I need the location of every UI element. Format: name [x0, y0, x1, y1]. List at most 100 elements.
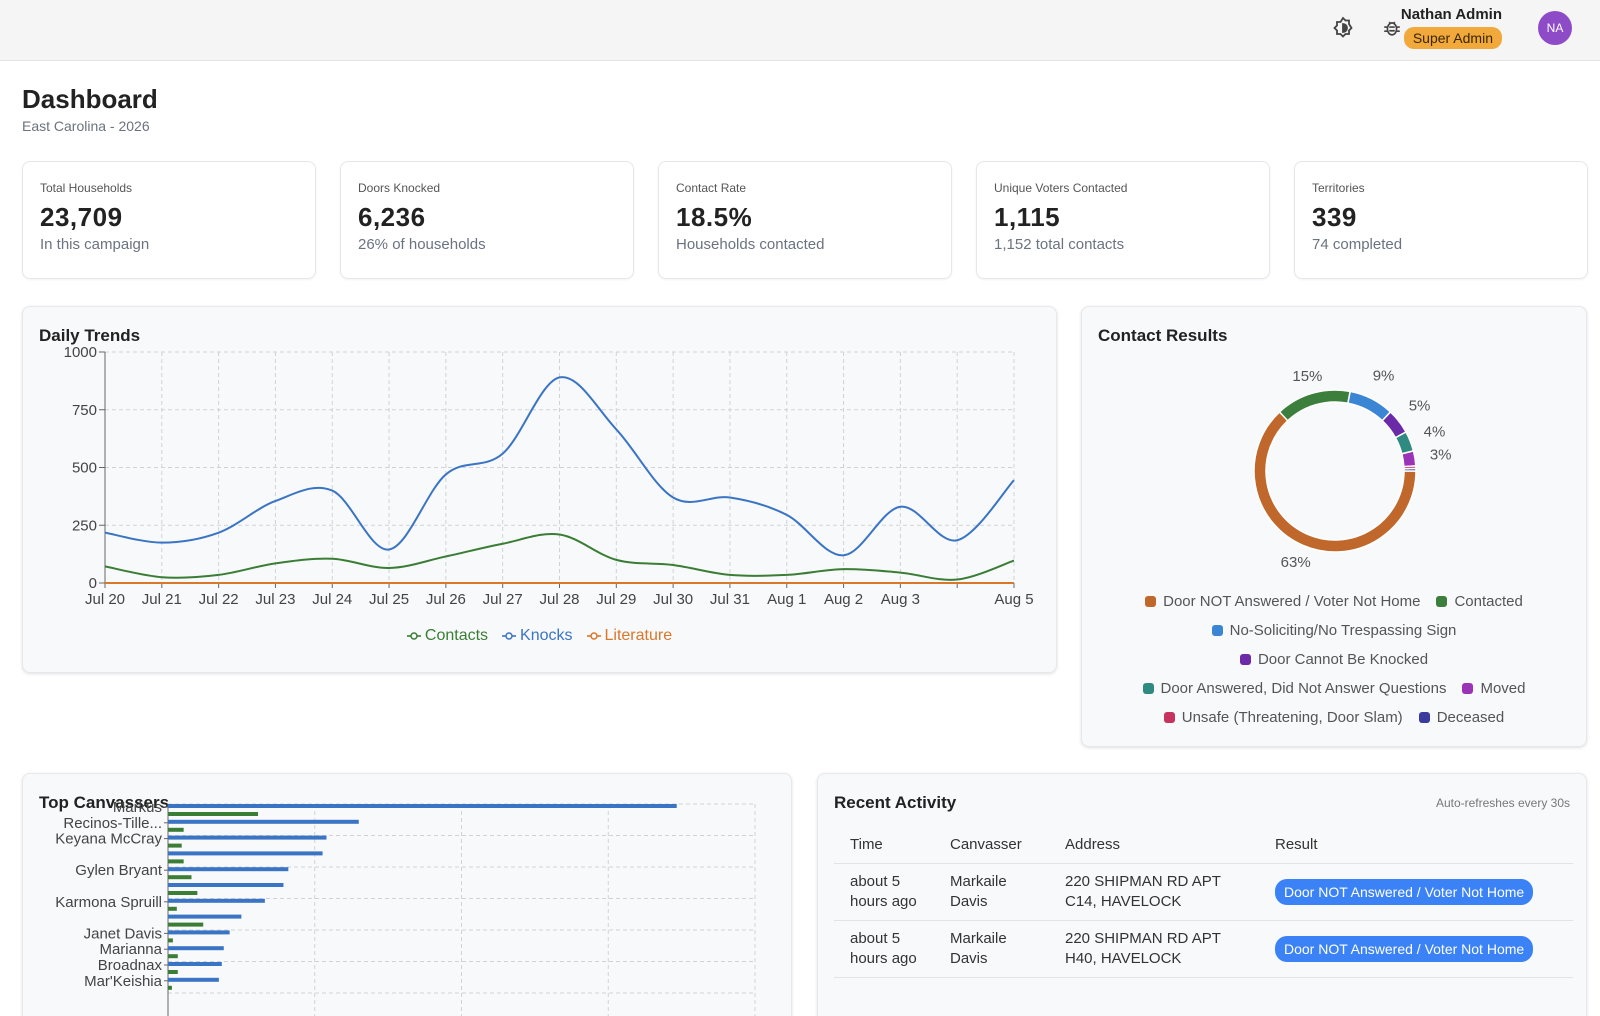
canv-category-label: Gylen Bryant: [75, 862, 163, 879]
cell-time: about 5 hours ago: [834, 920, 934, 978]
canv-bar-knocks: [168, 835, 327, 840]
trend-x-tick-label: Jul 31: [710, 591, 750, 608]
canv-bar-knocks: [168, 804, 677, 808]
legend-item-contacts[interactable]: Contacts: [406, 627, 488, 645]
donut-legend-item[interactable]: No-Soliciting/No Trespassing Sign: [1211, 622, 1456, 639]
trend-y-tick-label: 250: [72, 517, 97, 534]
column-header-canvasser[interactable]: Canvasser: [934, 828, 1049, 864]
contact-results-title: Contact Results: [1098, 326, 1228, 345]
result-badge: Door NOT Answered / Voter Not Home: [1275, 879, 1534, 905]
legend-label: Deceased: [1436, 709, 1505, 726]
donut-legend-item[interactable]: Deceased: [1418, 709, 1505, 726]
trend-x-tick-label: Jul 27: [483, 591, 523, 608]
trend-x-tick-label: Aug 1: [767, 591, 806, 608]
trend-x-tick-label: Jul 23: [255, 591, 295, 608]
user-name: Nathan Admin: [1400, 6, 1502, 23]
bug-icon[interactable]: [1378, 14, 1406, 42]
trend-x-tick-label: Aug 2: [824, 591, 863, 608]
donut-legend-row: Door Answered, Did Not Answer Questions M…: [1082, 680, 1586, 697]
cell-canvasser: Markaile Davis: [934, 920, 1049, 978]
column-header-address[interactable]: Address: [1049, 828, 1259, 864]
avatar[interactable]: NA: [1538, 11, 1572, 45]
stat-label: Unique Voters Contacted: [994, 181, 1128, 195]
donut-legend-item[interactable]: Contacted: [1436, 593, 1523, 610]
trend-x-tick-label: Aug 3: [881, 591, 920, 608]
legend-swatch: [1239, 654, 1251, 665]
legend-label: Unsafe (Threatening, Door Slam): [1181, 709, 1403, 726]
trend-y-tick-label: 750: [72, 402, 97, 419]
legend-swatch: [1145, 596, 1157, 607]
stat-sub: In this campaign: [40, 236, 150, 253]
donut-legend-item[interactable]: Door NOT Answered / Voter Not Home: [1145, 593, 1420, 610]
trend-x-tick-label: Jul 26: [426, 591, 466, 608]
trend-line-contacts: [104, 532, 1015, 581]
donut-slice-label: 15%: [1292, 368, 1322, 385]
canv-bar-knocks: [168, 851, 323, 856]
trend-x-tick-label: Jul 28: [539, 591, 579, 608]
canv-bar-knocks: [168, 930, 230, 935]
table-row[interactable]: about 5 hours ago Markaile Davis 220 SHI…: [834, 920, 1573, 978]
donut-legend-item[interactable]: Moved: [1462, 680, 1526, 697]
daily-trends-panel: Daily Trends 0 250 500 750 1000 Jul 20 Jul 21 J…: [22, 306, 1057, 673]
legend-label: Moved: [1480, 680, 1526, 697]
legend-swatch: [1211, 625, 1223, 636]
canv-bar-knocks: [168, 977, 219, 982]
canv-bar-knocks: [168, 883, 284, 887]
cell-result: Door NOT Answered / Voter Not Home: [1259, 920, 1573, 978]
trend-x-tick-label: Jul 20: [85, 591, 125, 608]
legend-label: Door NOT Answered / Voter Not Home: [1163, 593, 1421, 610]
donut-legend-row: Unsafe (Threatening, Door Slam) Deceased: [1082, 709, 1586, 726]
stat-label: Territories: [1312, 181, 1365, 195]
legend-line-icon: [586, 632, 601, 640]
stat-value: 1,115: [994, 202, 1061, 232]
theme-toggle-icon[interactable]: [1329, 14, 1357, 42]
canv-bar-contacts: [168, 843, 182, 848]
legend-item-literature[interactable]: Literature: [586, 627, 673, 645]
cell-address: 220 SHIPMAN RD APT H40, HAVELOCK: [1049, 920, 1259, 978]
stat-card-contact-rate: Contact Rate 18.5% Households contacted: [658, 161, 952, 279]
cell-time: about 5 hours ago: [834, 863, 934, 921]
donut-legend-item[interactable]: Unsafe (Threatening, Door Slam): [1163, 709, 1403, 726]
legend-swatch: [1163, 712, 1175, 723]
trend-y-tick-label: 0: [89, 575, 97, 592]
table-header-row: Time Canvasser Address Result: [834, 828, 1573, 864]
trend-x-tick-label: Jul 22: [199, 591, 239, 608]
stat-card-total-households: Total Households 23,709 In this campaign: [22, 161, 316, 279]
trend-x-tick-label: Jul 29: [596, 591, 636, 608]
stat-label: Contact Rate: [676, 181, 747, 195]
legend-swatch: [1436, 596, 1448, 607]
trend-x-tick-label: Jul 25: [369, 591, 409, 608]
canv-bar-contacts: [168, 812, 259, 816]
top-bar: Nathan Admin Super Admin NA: [0, 0, 1600, 61]
stat-sub: 74 completed: [1312, 236, 1403, 253]
canv-category-label: Karmona Spruill: [55, 894, 162, 911]
legend-item-knocks[interactable]: Knocks: [502, 627, 573, 645]
recent-activity-table: Time Canvasser Address Result about 5 ho…: [834, 828, 1573, 978]
column-header-result[interactable]: Result: [1259, 828, 1573, 864]
daily-trends-legend: Contacts Knocks Literature: [23, 627, 1056, 645]
stat-card-territories: Territories 339 74 completed: [1294, 161, 1588, 279]
legend-label: Door Answered, Did Not Answer Questions: [1160, 680, 1447, 697]
trend-grid: [104, 351, 1015, 584]
legend-label: Knocks: [520, 627, 573, 644]
stat-label: Doors Knocked: [358, 181, 441, 195]
canv-category-label: Marianna: [99, 941, 162, 958]
stat-sub: 1,152 total contacts: [994, 236, 1125, 253]
canv-category-label: Mar'Keishia: [84, 973, 163, 990]
trend-x-tick-label: Jul 24: [312, 591, 352, 608]
legend-swatch: [1142, 683, 1154, 694]
canv-bar-contacts: [168, 938, 173, 943]
donut-legend-item[interactable]: Door Cannot Be Knocked: [1239, 651, 1428, 668]
trend-x-tick-label: Jul 30: [653, 591, 693, 608]
legend-label: Contacted: [1454, 593, 1523, 610]
column-header-time[interactable]: Time: [834, 828, 934, 864]
top-canvassers-title: Top Canvassers: [39, 793, 170, 812]
contact-results-donut: 63% 15% 9% 5% 4% 3%: [1253, 368, 1452, 571]
donut-slice: [1400, 449, 1417, 468]
canv-bar-knocks: [168, 867, 289, 872]
table-row[interactable]: about 5 hours ago Markaile Davis 220 SHI…: [834, 863, 1573, 921]
stat-value: 18.5%: [676, 202, 753, 232]
legend-line-icon: [502, 632, 517, 640]
donut-legend-item[interactable]: Door Answered, Did Not Answer Questions: [1142, 680, 1447, 697]
legend-label: Literature: [604, 627, 673, 644]
